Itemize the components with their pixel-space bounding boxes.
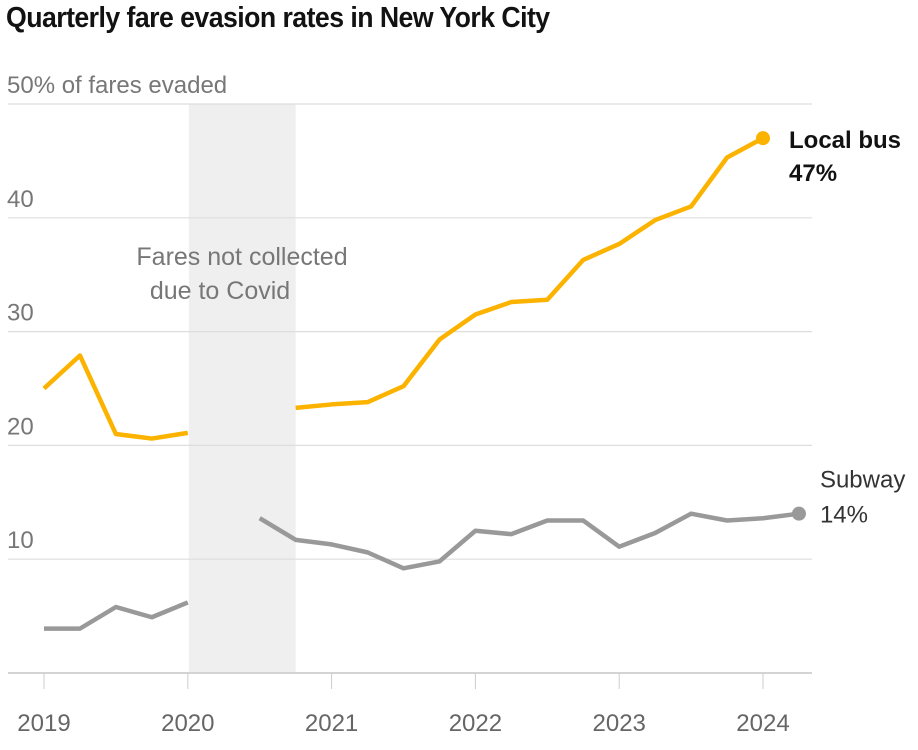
- subway-line: [44, 600, 189, 631]
- subway-end-label: Subway: [820, 467, 905, 494]
- local-bus-line: [295, 136, 765, 411]
- y-tick-label: 40: [7, 186, 34, 213]
- subway-end-value: 14%: [820, 502, 868, 529]
- local-bus-end-value: 47%: [789, 160, 837, 187]
- covid-annotation-line-1: Fares not collected: [136, 243, 347, 271]
- y-tick-label: 50% of fares evaded: [7, 72, 227, 99]
- x-tick-label: 2024: [736, 710, 789, 737]
- series-lines: [42, 131, 806, 631]
- x-tick-label: 2021: [305, 710, 358, 737]
- local-bus-line: [42, 353, 189, 441]
- x-tick-label: 2019: [17, 710, 70, 737]
- y-tick-label: 10: [7, 527, 34, 554]
- covid-annotation-line-2: due to Covid: [150, 277, 290, 305]
- x-axis: 2019 2020 2021 2022 2023 2024: [17, 673, 790, 737]
- x-tick-label: 2022: [449, 710, 502, 737]
- y-tick-label: 30: [7, 300, 34, 327]
- y-tick-label: 20: [7, 413, 34, 440]
- local-bus-end-label: Local bus: [789, 127, 901, 154]
- y-axis: 10 20 30 40 50% of fares evaded: [7, 72, 227, 554]
- x-tick-label: 2023: [593, 710, 646, 737]
- gridlines: [8, 103, 812, 674]
- subway-line: [258, 511, 800, 571]
- subway-end-dot: [791, 506, 806, 521]
- local-bus-series: [42, 131, 770, 441]
- covid-shaded-region: [188, 104, 296, 673]
- chart-title: Quarterly fare evasion rates in New York…: [6, 2, 550, 34]
- x-tick-label: 2020: [161, 710, 214, 737]
- local-bus-end-dot: [756, 131, 770, 146]
- subway-series: [43, 506, 806, 631]
